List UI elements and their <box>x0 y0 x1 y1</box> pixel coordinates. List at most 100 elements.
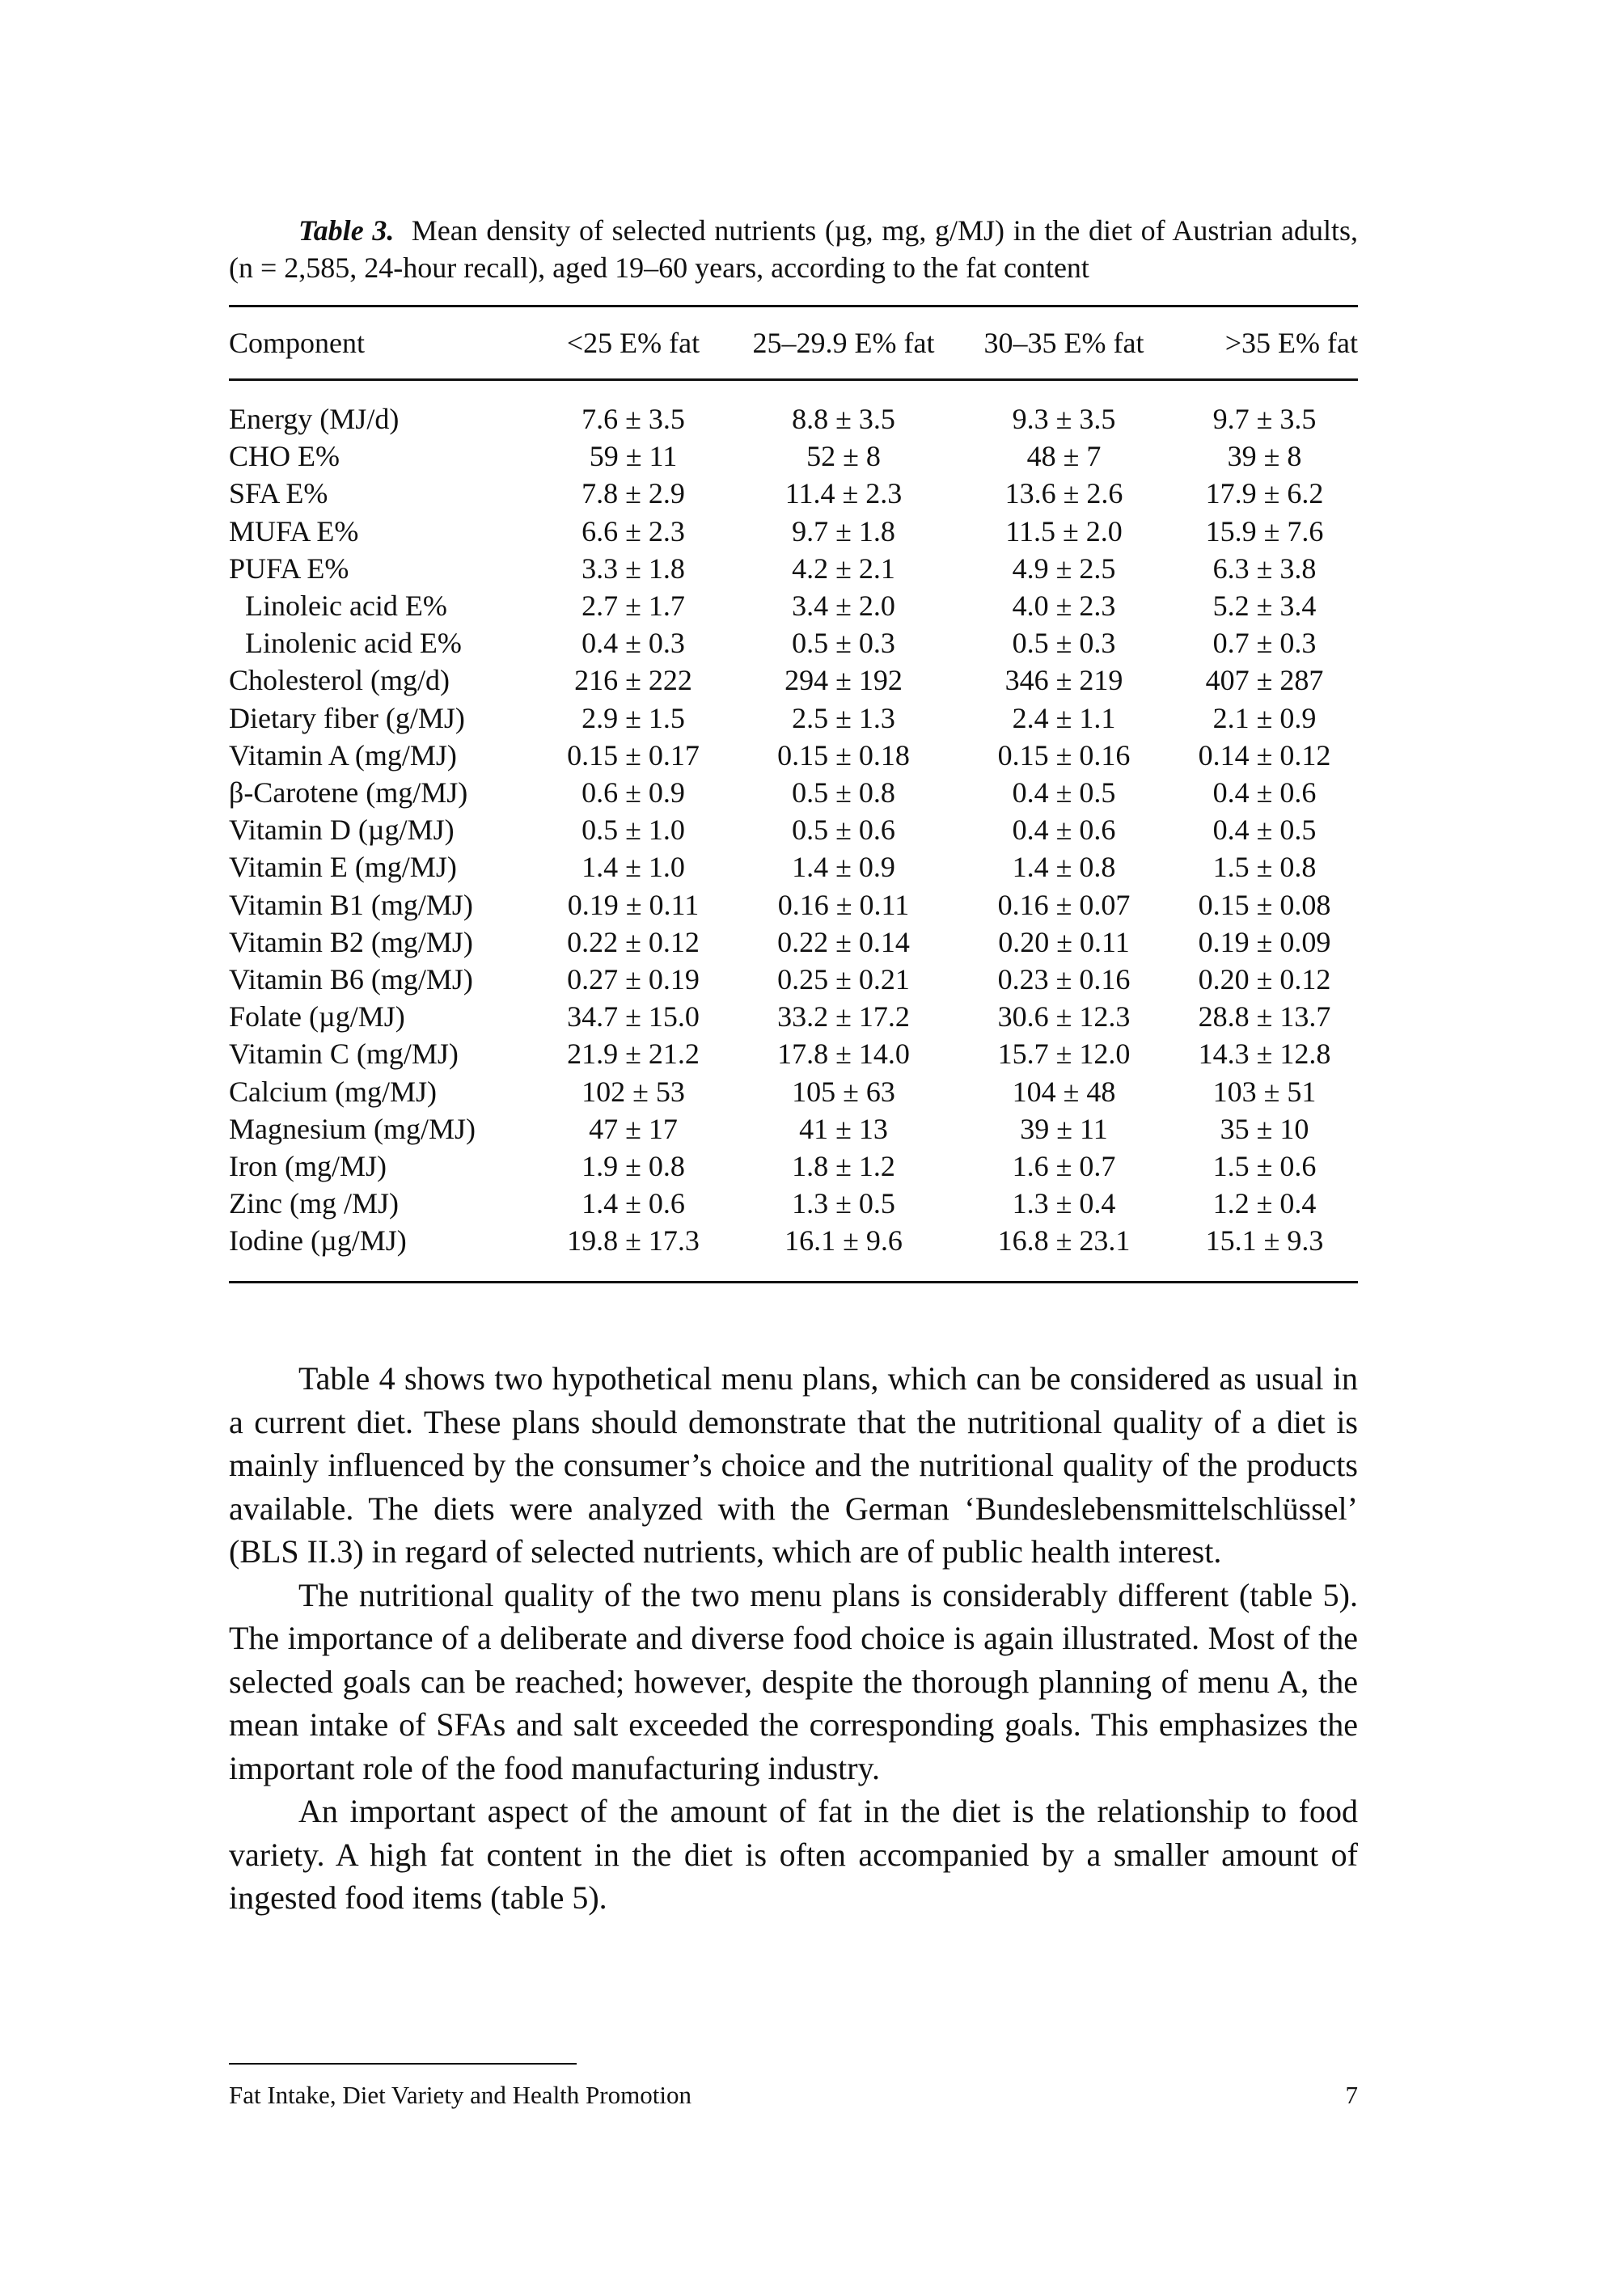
table-cell: 15.9 ± 7.6 <box>1205 514 1324 547</box>
column-header: 25–29.9 E% fat <box>752 327 935 359</box>
table-cell: 11.4 ± 2.3 <box>785 477 903 510</box>
table-cell: 52 ± 8 <box>806 440 881 473</box>
table-cell: 102 ± 53 <box>582 1075 685 1108</box>
table-cell: 21.9 ± 21.2 <box>567 1038 700 1071</box>
table-cell: 19.8 ± 17.3 <box>567 1224 700 1258</box>
table-row: CHO E% 59 ± 11 52 ± 8 48 ± 7 39 ± 8 <box>229 437 1358 475</box>
row-label: Cholesterol (mg/d) <box>229 664 450 697</box>
table-cell: 6.3 ± 3.8 <box>1212 552 1317 585</box>
row-label: Linoleic acid E% <box>245 590 447 623</box>
row-label: PUFA E% <box>229 552 349 585</box>
table-row: Vitamin A (mg/MJ) 0.15 ± 0.17 0.15 ± 0.18 0… <box>229 737 1358 774</box>
table-row: Iodine (µg/MJ) 19.8 ± 17.3 16.1 ± 9.6 16.8 … <box>229 1222 1358 1259</box>
table-cell: 407 ± 287 <box>1205 664 1324 697</box>
table-cell: 47 ± 17 <box>589 1112 678 1145</box>
table-cell: 1.3 ± 0.4 <box>1012 1187 1116 1220</box>
table-cell: 105 ± 63 <box>792 1075 895 1108</box>
table-row: Vitamin B2 (mg/MJ) 0.22 ± 0.12 0.22 ± 0.14… <box>229 924 1358 961</box>
table-cell: 0.15 ± 0.18 <box>777 738 910 771</box>
table-cell: 0.25 ± 0.21 <box>777 963 910 996</box>
nutrient-table: Energy (MJ/d) 7.6 ± 3.5 8.8 ± 3.5 9.3 ± 3.5… <box>229 400 1358 1260</box>
table-cell: 0.19 ± 0.11 <box>567 888 700 921</box>
table-cell: 15.7 ± 12.0 <box>997 1038 1131 1071</box>
running-title: Fat Intake, Diet Variety and Health Prom… <box>229 2081 691 2109</box>
table-cell: 1.8 ± 1.2 <box>792 1150 895 1183</box>
table-cell: 2.1 ± 0.9 <box>1212 701 1317 734</box>
row-label: Energy (MJ/d) <box>229 403 400 435</box>
table-cell: 0.5 ± 0.8 <box>792 776 895 809</box>
row-label: Iron (mg/MJ) <box>229 1150 387 1183</box>
table-cell: 0.6 ± 0.9 <box>582 776 685 809</box>
table-cell: 4.0 ± 2.3 <box>1012 590 1116 623</box>
table-row: Vitamin B6 (mg/MJ) 0.27 ± 0.19 0.25 ± 0.21… <box>229 961 1358 998</box>
table-cell: 59 ± 11 <box>589 440 678 473</box>
table-cell: 1.3 ± 0.5 <box>792 1187 895 1220</box>
table-cell: 103 ± 51 <box>1212 1075 1317 1108</box>
footer-rule <box>229 2063 577 2065</box>
row-label: Linolenic acid E% <box>245 627 462 660</box>
table-cell: 0.4 ± 0.6 <box>1012 814 1116 847</box>
table-cell: 11.5 ± 2.0 <box>1005 514 1123 547</box>
table-cell: 0.4 ± 0.5 <box>1012 776 1116 809</box>
table-cell: 41 ± 13 <box>799 1112 888 1145</box>
table-row: Vitamin E (mg/MJ) 1.4 ± 1.0 1.4 ± 0.9 1.4 ±… <box>229 848 1358 886</box>
row-label: Dietary fiber (g/MJ) <box>229 701 465 734</box>
table-cell: 1.4 ± 0.6 <box>582 1187 685 1220</box>
table-cell: 2.5 ± 1.3 <box>792 701 895 734</box>
table-cell: 104 ± 48 <box>1012 1075 1116 1108</box>
table-cell: 1.5 ± 0.6 <box>1212 1150 1317 1183</box>
table-cell: 0.23 ± 0.16 <box>997 963 1131 996</box>
table-row: PUFA E% 3.3 ± 1.8 4.2 ± 2.1 4.9 ± 2.5 6.3 ± … <box>229 550 1358 587</box>
column-header: >35 E% fat <box>1224 327 1358 359</box>
table-cell: 7.8 ± 2.9 <box>582 477 685 510</box>
table-cell: 0.14 ± 0.12 <box>1198 738 1331 771</box>
body-text: Table 4 shows two hypothetical menu plan… <box>229 1357 1358 1920</box>
column-header: <25 E% fat <box>566 327 700 359</box>
table-cell: 0.5 ± 0.6 <box>792 814 895 847</box>
table-cell: 16.1 ± 9.6 <box>785 1224 903 1258</box>
table-cell: 14.3 ± 12.8 <box>1198 1038 1331 1071</box>
table-row: Magnesium (mg/MJ) 47 ± 17 41 ± 13 39 ± 11 35… <box>229 1110 1358 1148</box>
table-cell: 346 ± 219 <box>1004 664 1123 697</box>
row-label: CHO E% <box>229 440 340 473</box>
table-caption: Table 3. Mean density of selected nutrie… <box>229 212 1358 286</box>
table-cell: 0.4 ± 0.3 <box>582 627 685 660</box>
table-caption-text: Mean density of selected nutrients (µg, … <box>229 214 1358 284</box>
table-cell: 0.22 ± 0.12 <box>567 925 700 958</box>
row-label: Magnesium (mg/MJ) <box>229 1112 476 1145</box>
table-cell: 0.7 ± 0.3 <box>1212 627 1317 660</box>
table-cell: 6.6 ± 2.3 <box>582 514 685 547</box>
page-number: 7 <box>1345 2081 1359 2109</box>
row-label: Vitamin A (mg/MJ) <box>229 738 457 771</box>
row-label: Vitamin B1 (mg/MJ) <box>229 888 473 921</box>
table-cell: 3.4 ± 2.0 <box>792 590 895 623</box>
table-cell: 1.4 ± 1.0 <box>582 851 685 884</box>
table-cell: 0.27 ± 0.19 <box>567 963 700 996</box>
table-cell: 17.9 ± 6.2 <box>1205 477 1324 510</box>
table-cell: 16.8 ± 23.1 <box>997 1224 1131 1258</box>
row-label: Vitamin C (mg/MJ) <box>229 1038 459 1071</box>
table-row: β-Carotene (mg/MJ) 0.6 ± 0.9 0.5 ± 0.8 0.4 … <box>229 774 1358 811</box>
table-cell: 216 ± 222 <box>574 664 692 697</box>
table-cell: 0.19 ± 0.09 <box>1198 925 1331 958</box>
table-row: Iron (mg/MJ) 1.9 ± 0.8 1.8 ± 1.2 1.6 ± 0.7 1… <box>229 1148 1358 1185</box>
row-label: Iodine (µg/MJ) <box>229 1224 407 1258</box>
table-cell: 39 ± 8 <box>1227 440 1302 473</box>
table-top-rule <box>229 305 1358 307</box>
table-cell: 34.7 ± 15.0 <box>567 1000 700 1033</box>
table-cell: 13.6 ± 2.6 <box>1004 477 1123 510</box>
table-cell: 15.1 ± 9.3 <box>1205 1224 1324 1258</box>
table-row: Zinc (mg /MJ) 1.4 ± 0.6 1.3 ± 0.5 1.3 ± 0.4… <box>229 1185 1358 1222</box>
table-cell: 9.3 ± 3.5 <box>1012 403 1116 435</box>
table-row: Linolenic acid E% 0.4 ± 0.3 0.5 ± 0.3 0.5 ±… <box>229 624 1358 662</box>
table-cell: 0.5 ± 1.0 <box>582 814 685 847</box>
row-label: Folate (µg/MJ) <box>229 1000 405 1033</box>
table-row: Cholesterol (mg/d) 216 ± 222 294 ± 192 346 … <box>229 662 1358 699</box>
table-row: Energy (MJ/d) 7.6 ± 3.5 8.8 ± 3.5 9.3 ± 3.5… <box>229 400 1358 437</box>
row-label: β-Carotene (mg/MJ) <box>229 776 468 809</box>
table-cell: 9.7 ± 3.5 <box>1212 403 1317 435</box>
table-cell: 1.4 ± 0.8 <box>1012 851 1116 884</box>
table-cell: 1.5 ± 0.8 <box>1212 851 1317 884</box>
table-cell: 0.20 ± 0.11 <box>998 925 1130 958</box>
row-label: Calcium (mg/MJ) <box>229 1075 437 1108</box>
